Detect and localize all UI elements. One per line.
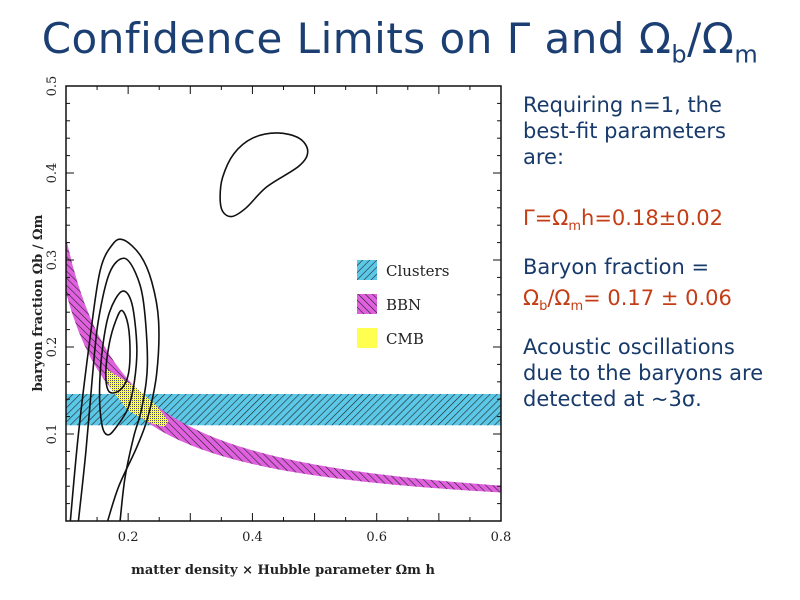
y-tick-label: 0.4	[45, 163, 60, 184]
baryon-sub-b: b	[539, 299, 548, 315]
y-tick-label: 0.3	[45, 250, 60, 271]
legend-swatch-cmb	[357, 328, 377, 348]
x-axis-label: matter density × Hubble parameter Ωm h	[131, 563, 435, 578]
baryon-pre: Ω	[523, 286, 540, 310]
x-tick-label: 0.8	[491, 530, 512, 545]
gamma-pre: Γ=Ω	[523, 206, 569, 230]
baryon-post: = 0.17 ± 0.06	[583, 286, 732, 310]
title-slash: /Ω	[687, 14, 735, 63]
confidence-contour-3	[77, 257, 149, 522]
bbn-band	[66, 238, 501, 493]
confidence-contour-5	[219, 132, 309, 218]
slide-title: Confidence Limits on Γ and Ωb/Ωm	[0, 14, 800, 68]
baryon-mid: /Ω	[547, 286, 571, 310]
y-tick-label: 0.5	[45, 76, 60, 97]
cmb-region	[105, 368, 169, 428]
baryon-result: Ωb/Ωm= 0.17 ± 0.06	[523, 285, 732, 320]
acoustic-text: Acoustic oscillations due to the baryons…	[523, 335, 764, 411]
intro-text: Requiring n=1, the best-fit parameters a…	[523, 93, 726, 169]
legend-swatch-bbn	[357, 294, 377, 314]
y-tick-label: 0.1	[45, 424, 60, 445]
confidence-contour-4	[69, 238, 160, 522]
baryon-label: Baryon fraction =	[523, 255, 710, 279]
x-tick-label: 0.6	[366, 530, 387, 545]
confidence-contour-1	[104, 309, 131, 394]
legend-label-clusters: Clusters	[386, 262, 449, 280]
x-tick-label: 0.4	[242, 530, 263, 545]
gamma-sub: m	[568, 219, 582, 235]
legend-label-bbn: BBN	[386, 296, 421, 314]
gamma-post: h=0.18±0.02	[581, 206, 724, 230]
legend-label-cmb: CMB	[386, 330, 424, 348]
legend-swatch-clusters	[357, 260, 377, 280]
y-axis-label: baryon fraction Ωb / Ωm	[31, 214, 46, 391]
confidence-contour-2	[98, 290, 138, 436]
baryon-sub-m: m	[570, 299, 584, 315]
y-tick-label: 0.2	[45, 337, 60, 358]
title-text: Confidence Limits on Γ and Ω	[41, 14, 672, 63]
title-sub-m: m	[734, 40, 759, 69]
x-tick-label: 0.2	[118, 530, 139, 545]
gamma-result: Γ=Ωmh=0.18±0.02	[523, 205, 723, 240]
title-sub-b: b	[671, 40, 688, 69]
